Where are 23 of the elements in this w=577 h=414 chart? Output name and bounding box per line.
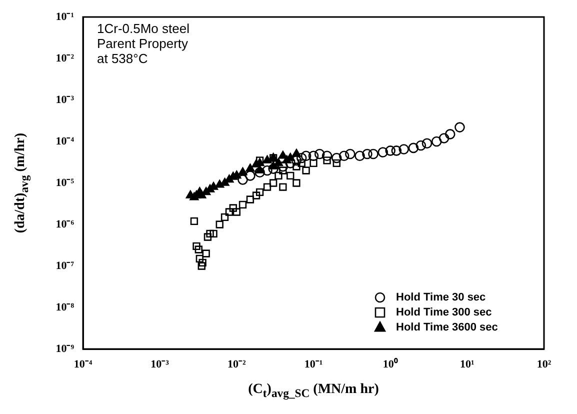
x-tick-label: 10⁰ xyxy=(382,357,398,370)
y-tick-label: 10⁻² xyxy=(56,52,75,64)
x-axis-title: (C$_{t}$)$_{avg_SC}$ (MN/m hr) xyxy=(247,382,380,400)
annotation: 1Cr-0.5Mo steel xyxy=(97,21,190,36)
annotation: at 538°C xyxy=(97,51,148,66)
y-tick-label: 10⁻⁴ xyxy=(56,135,75,148)
x-tick-label: 10⁻³ xyxy=(150,358,170,370)
x-tick-label: 10⁻² xyxy=(228,358,247,370)
y-tick-label: 10⁻⁸ xyxy=(56,301,75,314)
y-tick-label: 10⁻⁵ xyxy=(56,176,75,189)
y-tick-label: 10⁻¹ xyxy=(56,10,74,23)
x-tick-label: 10⁻¹ xyxy=(304,358,323,370)
annotation: Parent Property xyxy=(97,36,189,52)
y-tick-label: 10⁻⁶ xyxy=(56,218,75,230)
y-tick-label: 10⁻⁹ xyxy=(56,342,75,355)
x-tick-label: 10² xyxy=(536,358,552,370)
y-tick-label: 10⁻⁷ xyxy=(56,260,75,272)
legend-label: Hold Time 30 sec xyxy=(396,292,486,304)
y-tick-label: 10⁻³ xyxy=(56,94,75,106)
x-tick-label: 10⁻⁴ xyxy=(74,358,93,370)
legend-label: Hold Time 300 sec xyxy=(396,306,492,319)
legend-label: Hold Time 3600 sec xyxy=(396,322,498,334)
x-tick-label: 10¹ xyxy=(460,358,474,370)
